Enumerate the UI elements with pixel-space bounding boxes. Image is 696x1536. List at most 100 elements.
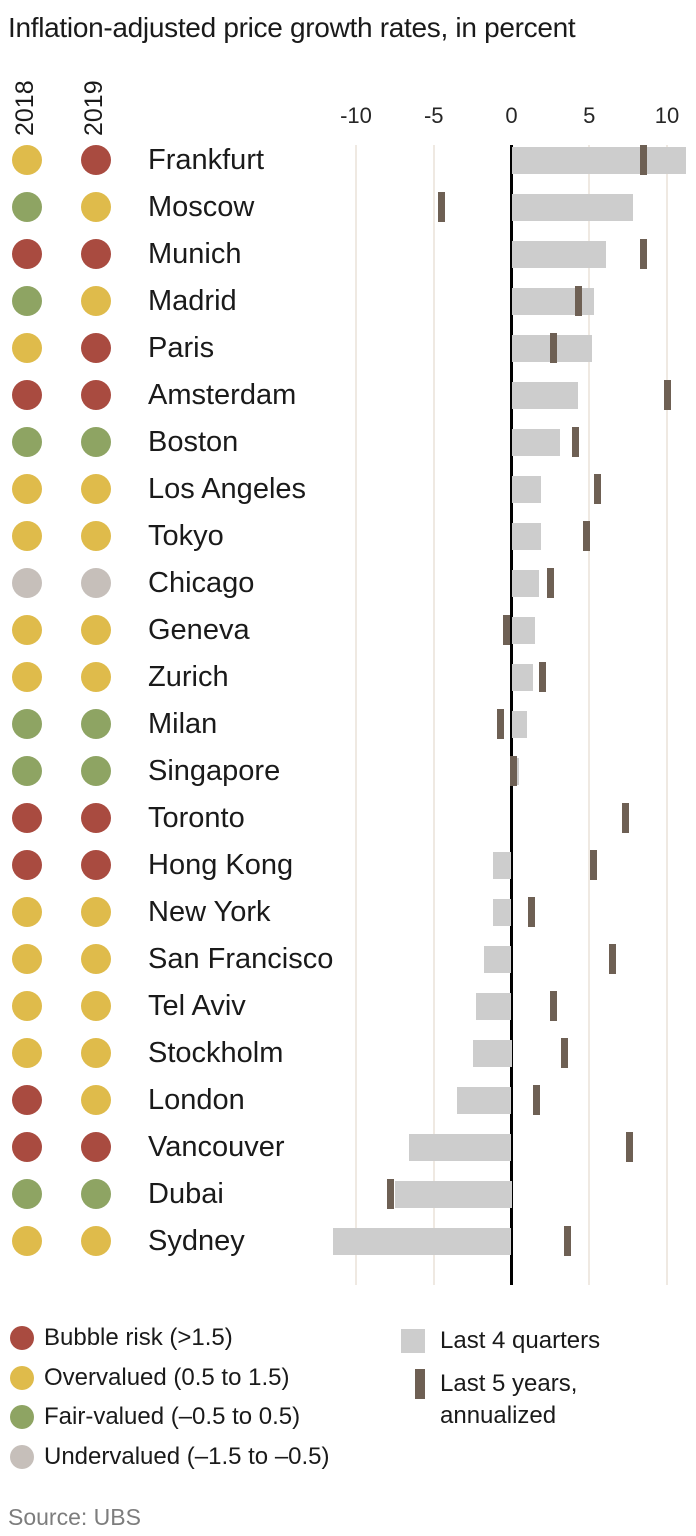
legend-label: Overvalued (0.5 to 1.5) <box>44 1364 290 1391</box>
rating-dot-2019 <box>81 1038 111 1068</box>
marker-last-5-years <box>532 1085 540 1115</box>
city-label: Sydney <box>148 1224 245 1257</box>
rating-dot-2018 <box>12 145 42 175</box>
legend-label: Bubble risk (>1.5) <box>44 1324 233 1351</box>
rating-dot-2018 <box>12 991 42 1021</box>
city-row-zurich: Zurich <box>0 654 696 701</box>
overvalued-dot-icon <box>10 1366 34 1390</box>
rating-dot-2019 <box>81 239 111 269</box>
city-row-munich: Munich <box>0 231 696 278</box>
marker-last-5-years <box>609 944 617 974</box>
city-label: Zurich <box>148 660 229 693</box>
marker-last-5-years <box>503 615 511 645</box>
rating-dot-2019 <box>81 756 111 786</box>
city-row-amsterdam: Amsterdam <box>0 372 696 419</box>
city-label: Amsterdam <box>148 378 297 411</box>
marker-last-5-years <box>539 662 547 692</box>
city-label: Singapore <box>148 754 281 787</box>
bar-last-4-quarters <box>511 428 560 456</box>
marker-last-5-years <box>590 850 598 880</box>
city-row-tokyo: Tokyo <box>0 513 696 560</box>
city-row-dubai: Dubai <box>0 1171 696 1218</box>
city-row-toronto: Toronto <box>0 795 696 842</box>
city-row-chicago: Chicago <box>0 560 696 607</box>
marker-last-5-years <box>574 286 582 316</box>
city-row-boston: Boston <box>0 419 696 466</box>
bar-last-4-quarters <box>511 522 542 550</box>
city-label: Munich <box>148 237 242 270</box>
rating-dot-2019 <box>81 850 111 880</box>
rating-dot-2018 <box>12 1038 42 1068</box>
city-row-geneva: Geneva <box>0 607 696 654</box>
source-text: Source: UBS <box>8 1504 141 1530</box>
marker-last-5-years <box>663 380 671 410</box>
column-header-2018: 2018 <box>11 80 39 136</box>
city-label: Hong Kong <box>148 848 294 881</box>
city-label: Dubai <box>148 1177 224 1210</box>
bar-last-4-quarters <box>511 381 579 409</box>
bar-last-4-quarters <box>394 1180 512 1208</box>
bar-last-4-quarters <box>483 945 512 973</box>
rating-dot-2018 <box>12 333 42 363</box>
city-label: Tel Aviv <box>148 989 246 1022</box>
rating-dot-2019 <box>81 897 111 927</box>
rating-dot-2018 <box>12 239 42 269</box>
rating-dot-2018 <box>12 286 42 316</box>
city-row-moscow: Moscow <box>0 184 696 231</box>
bar-last-4-quarters <box>408 1133 512 1161</box>
rating-dot-2018 <box>12 944 42 974</box>
rating-dot-2019 <box>81 1132 111 1162</box>
marker-last-5-years <box>549 991 557 1021</box>
rating-dot-2019 <box>81 286 111 316</box>
axis-tick-label: 5 <box>583 103 596 128</box>
city-row-sydney: Sydney <box>0 1218 696 1265</box>
city-label: London <box>148 1083 245 1116</box>
rating-dot-2018 <box>12 897 42 927</box>
marker-last-5-years <box>560 1038 568 1068</box>
bar-last-4-quarters <box>511 663 534 691</box>
marker-last-5-years <box>528 897 536 927</box>
legend-label-last-5-years: Last 5 years, annualized <box>440 1370 578 1429</box>
marker-last-5-years <box>621 803 629 833</box>
marker-last-5-years <box>640 145 648 175</box>
gridline <box>666 145 668 1285</box>
city-row-frankfurt: Frankfurt <box>0 137 696 184</box>
marker-last-5-years <box>593 474 601 504</box>
city-label: New York <box>148 895 271 928</box>
city-row-paris: Paris <box>0 325 696 372</box>
city-label: Madrid <box>148 284 237 317</box>
city-label: San Francisco <box>148 942 334 975</box>
last-4-quarters-swatch-icon <box>401 1329 425 1353</box>
chart-title: Inflation-adjusted price growth rates, i… <box>8 12 576 43</box>
bubble-risk-dot-icon <box>10 1326 34 1350</box>
axis-tick-label: 0 <box>505 103 518 128</box>
city-label: Los Angeles <box>148 472 307 505</box>
marker-last-5-years <box>497 709 505 739</box>
legend-label: Undervalued (–1.5 to –0.5) <box>44 1443 330 1470</box>
bar-last-4-quarters <box>492 898 512 926</box>
city-label: Paris <box>148 331 215 364</box>
rating-dot-2018 <box>12 427 42 457</box>
axis-tick-label: 10 <box>654 103 680 128</box>
rating-dot-2019 <box>81 427 111 457</box>
city-label: Vancouver <box>148 1130 285 1163</box>
city-label: Moscow <box>148 190 255 223</box>
city-row-vancouver: Vancouver <box>0 1124 696 1171</box>
rating-dot-2019 <box>81 521 111 551</box>
marker-last-5-years <box>626 1132 634 1162</box>
gridline <box>355 145 357 1285</box>
rating-dot-2019 <box>81 1085 111 1115</box>
bar-last-4-quarters <box>511 193 633 221</box>
marker-last-5-years <box>571 427 579 457</box>
rating-dot-2018 <box>12 192 42 222</box>
rating-dot-2018 <box>12 380 42 410</box>
bar-last-4-quarters <box>511 146 686 174</box>
rating-dot-2019 <box>81 662 111 692</box>
rating-dot-2018 <box>12 1085 42 1115</box>
rating-dot-2019 <box>81 474 111 504</box>
rating-dot-2019 <box>81 709 111 739</box>
city-row-london: London <box>0 1077 696 1124</box>
city-label: Boston <box>148 425 239 458</box>
fair-valued-dot-icon <box>10 1405 34 1429</box>
bar-last-4-quarters <box>511 240 607 268</box>
